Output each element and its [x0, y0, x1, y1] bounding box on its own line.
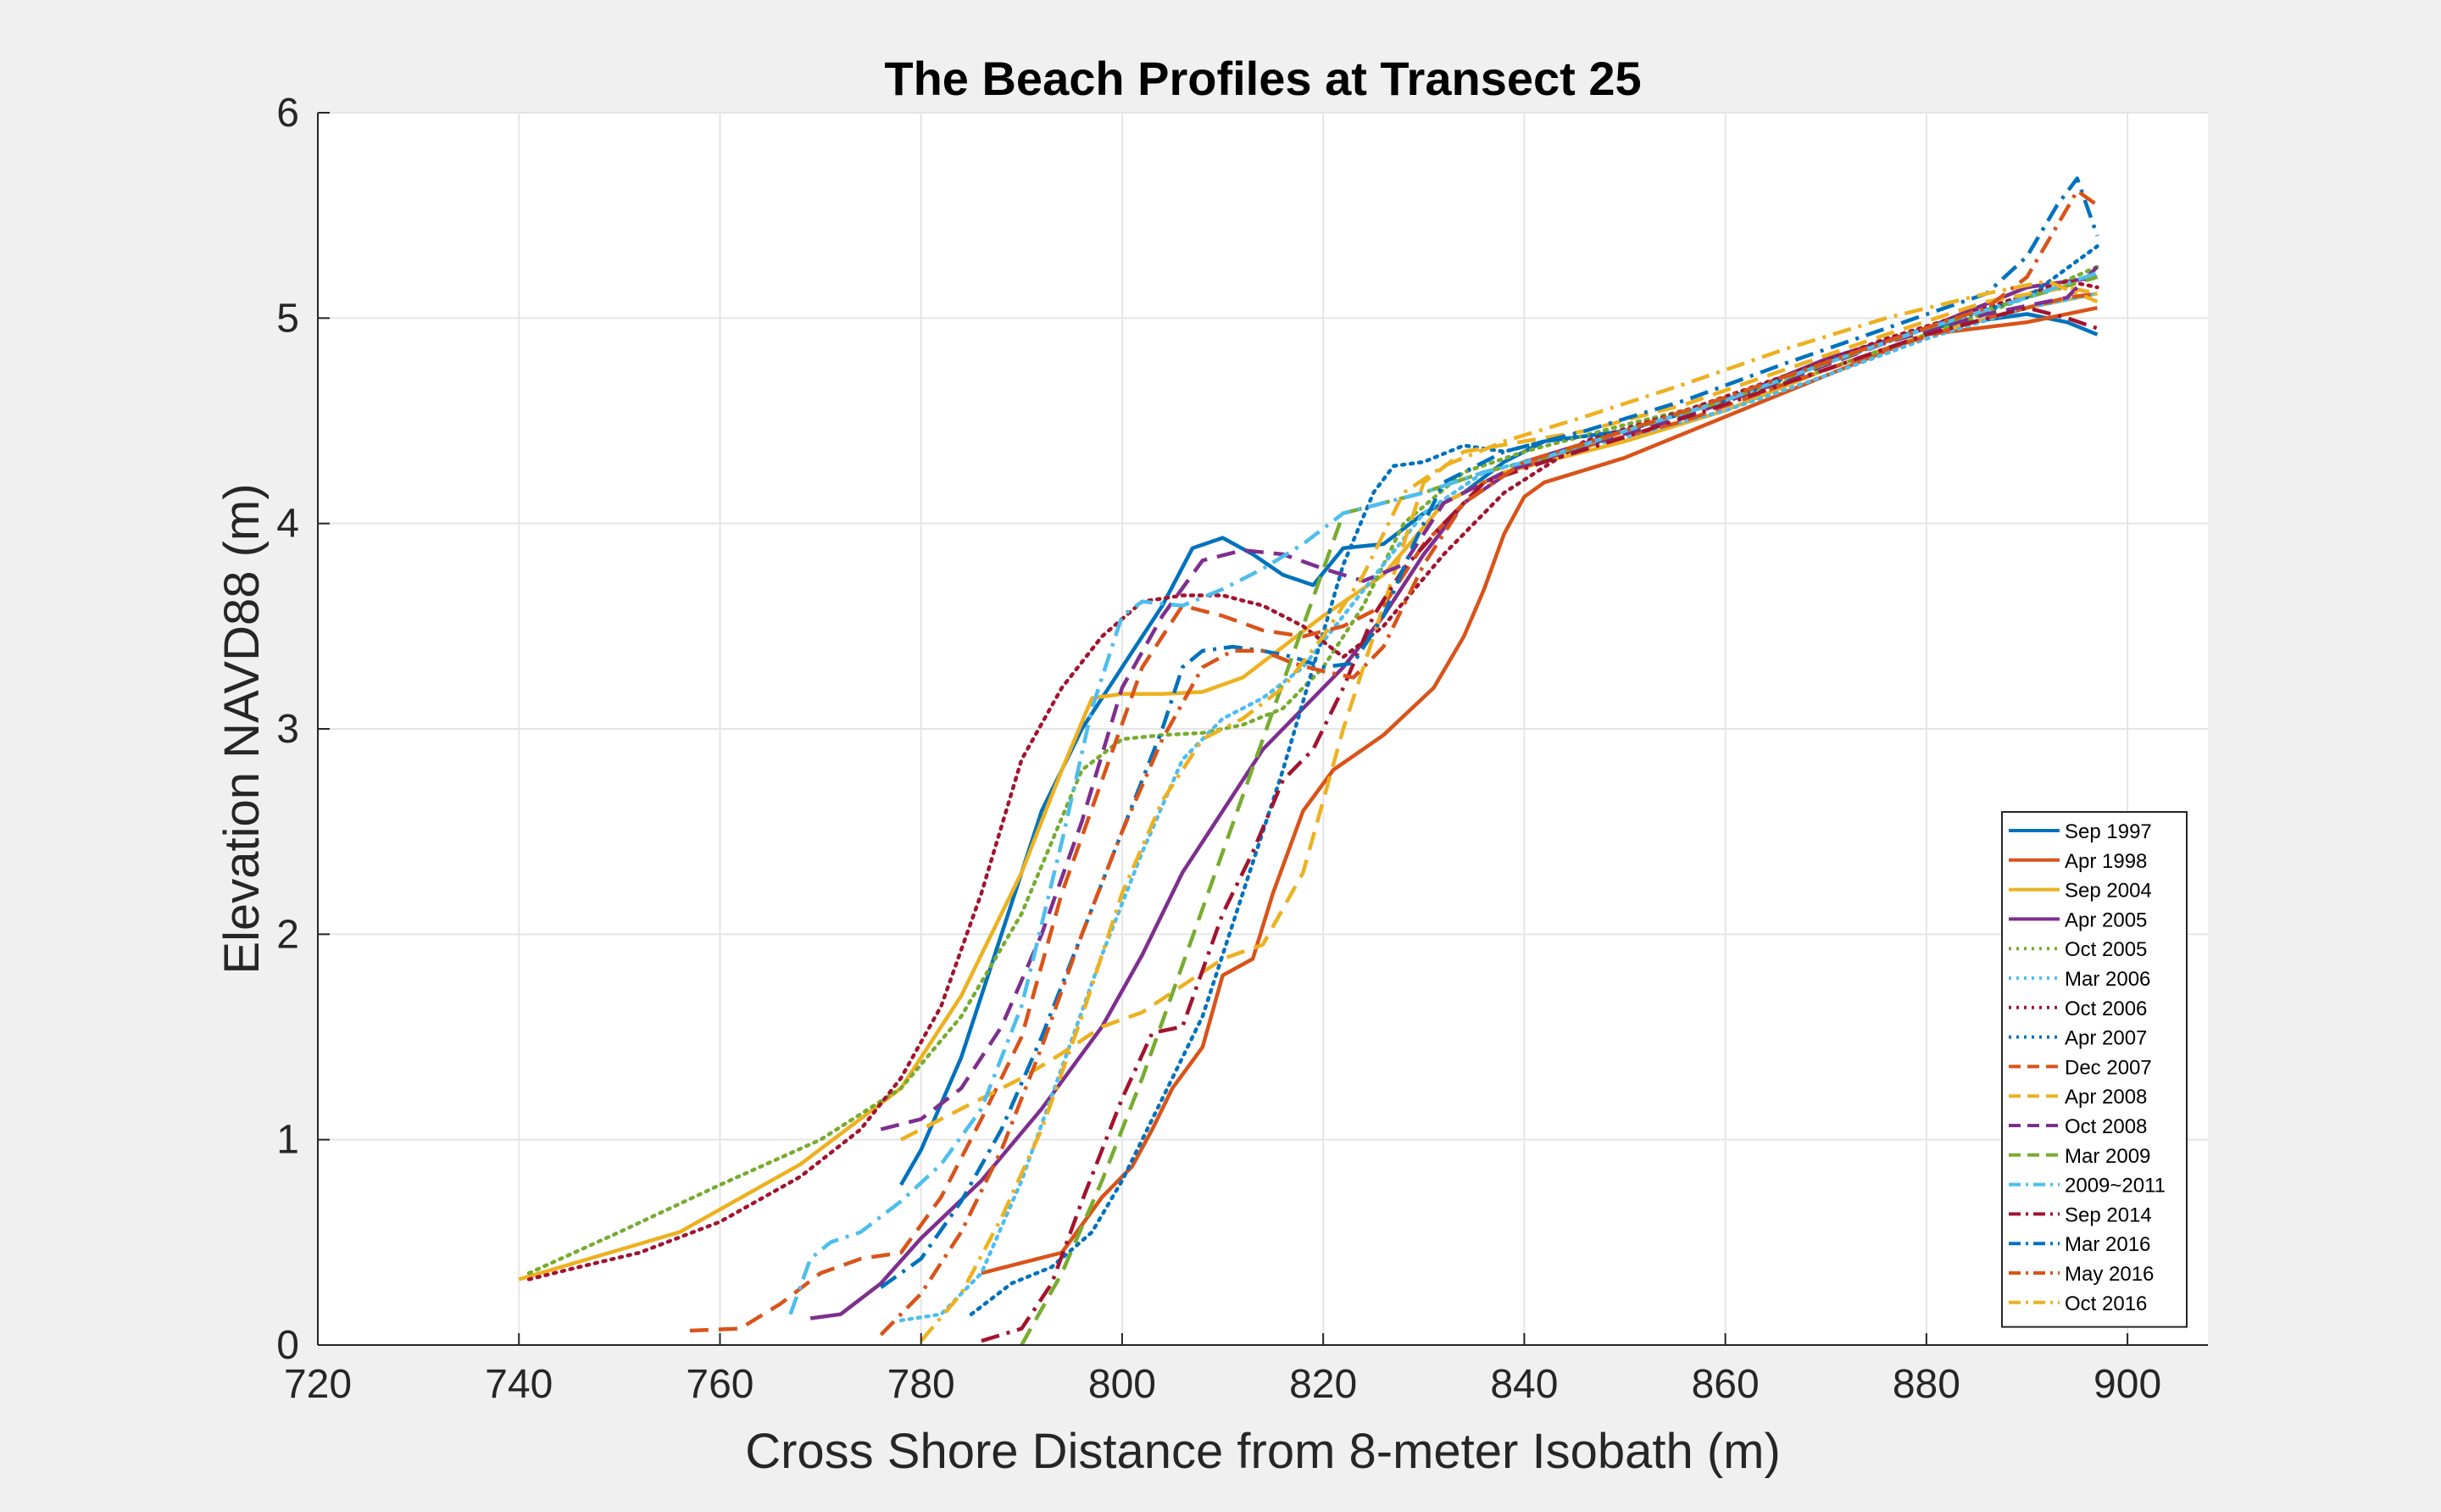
series-line-13: [981, 305, 2099, 1343]
y-tick-label: 0: [276, 1323, 299, 1368]
chart-title: The Beach Profiles at Transect 25: [884, 52, 1641, 105]
series-line-9: [899, 285, 2098, 1142]
legend-label-13: Sep 2014: [2065, 1203, 2152, 1226]
legend-label-2: Sep 2004: [2065, 880, 2152, 903]
legend-label-14: Mar 2016: [2065, 1233, 2150, 1256]
x-tick-label: 780: [887, 1362, 955, 1407]
x-tick-label: 800: [1088, 1362, 1156, 1407]
legend-label-5: Mar 2006: [2065, 968, 2150, 991]
y-tick-label: 2: [276, 912, 299, 957]
x-tick-label: 720: [284, 1362, 352, 1407]
x-axis-label: Cross Shore Distance from 8-meter Isobat…: [745, 1424, 1781, 1479]
x-tick-label: 820: [1289, 1362, 1357, 1407]
x-tick-label: 840: [1490, 1362, 1558, 1407]
legend-label-9: Apr 2008: [2065, 1086, 2147, 1109]
y-tick-label: 5: [276, 296, 299, 341]
y-tick-label: 1: [276, 1118, 299, 1163]
legend-label-7: Apr 2007: [2065, 1027, 2147, 1050]
axes: [317, 112, 2208, 1346]
legend-box: [2001, 811, 2188, 1328]
series-line-12: [788, 270, 2099, 1315]
y-tick-label: 4: [276, 502, 299, 547]
legend-label-6: Oct 2006: [2065, 998, 2147, 1020]
legend-label-11: Mar 2009: [2065, 1145, 2150, 1168]
legend: Sep 1997 Apr 1998 Sep 2004 Apr 2005 Oct 2005…: [2001, 811, 2188, 1328]
legend-label-1: Apr 1998: [2065, 850, 2147, 873]
legend-label-8: Dec 2007: [2065, 1056, 2152, 1079]
x-tick-label: 900: [2093, 1362, 2161, 1407]
series-layer: [518, 176, 2099, 1345]
series-line-14: [879, 176, 2099, 1289]
series-line-15: [879, 188, 2099, 1337]
tick-labels: 720 740 760 780 800 820 840 860 880 900 0 1 2 3 4 5 6: [276, 91, 2161, 1407]
series-line-16: [919, 279, 2099, 1342]
series-line-1: [981, 305, 2098, 1276]
legend-label-16: Oct 2016: [2065, 1292, 2147, 1315]
legend-label-12: 2009~2011: [2065, 1175, 2166, 1198]
legend-label-0: Sep 1997: [2065, 820, 2152, 843]
y-axis-label: Elevation NAVD88 (m): [214, 483, 270, 974]
x-tick-label: 860: [1692, 1362, 1760, 1407]
legend-label-4: Oct 2005: [2065, 938, 2147, 961]
legend-label-10: Oct 2008: [2065, 1115, 2147, 1138]
y-tick-label: 3: [276, 707, 299, 752]
series-line-5: [898, 292, 2099, 1323]
x-tick-label: 880: [1893, 1362, 1960, 1407]
x-tick-label: 740: [485, 1362, 553, 1407]
series-line-7: [969, 244, 2099, 1316]
series-line-2: [518, 292, 2098, 1281]
x-tick-label: 760: [686, 1362, 753, 1407]
legend-label-15: May 2016: [2065, 1263, 2154, 1286]
legend-label-3: Apr 2005: [2065, 909, 2147, 931]
y-tick-label: 6: [276, 91, 299, 136]
